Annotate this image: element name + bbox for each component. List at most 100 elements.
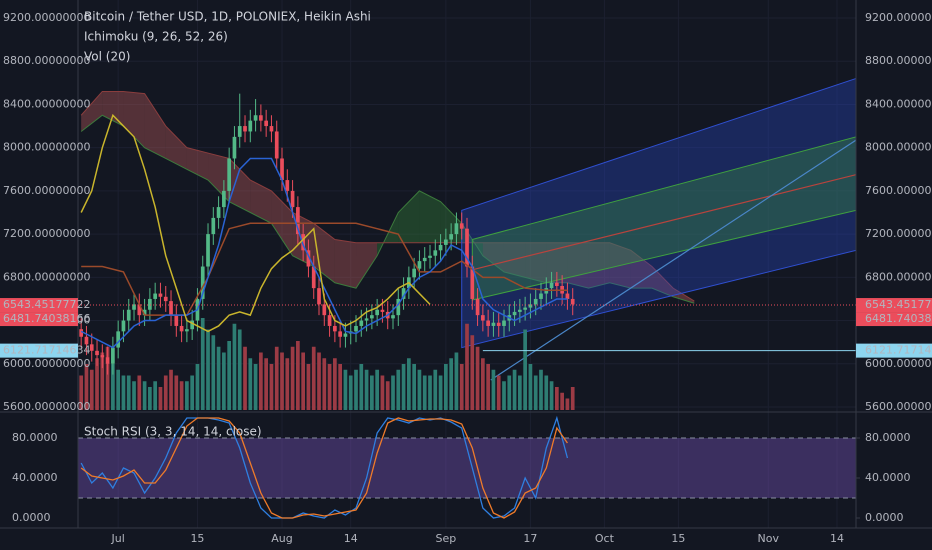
- x-tick-label: 14: [344, 532, 358, 545]
- candle-body: [158, 293, 163, 297]
- candle-body: [317, 288, 321, 305]
- candle-body: [311, 266, 316, 289]
- volume-bar: [153, 381, 158, 410]
- candle-body: [512, 311, 517, 316]
- candle-body: [370, 315, 374, 319]
- volume-bar: [549, 381, 554, 410]
- volume-bar: [333, 358, 337, 410]
- volume-bar: [491, 369, 496, 410]
- candle-body: [243, 126, 247, 132]
- volume-bar: [327, 364, 332, 410]
- volume-bar: [470, 335, 475, 410]
- candle-body: [428, 255, 432, 258]
- volume-bar: [105, 346, 110, 410]
- candle-body: [343, 333, 348, 337]
- candle-body: [433, 250, 438, 256]
- volume-bar: [465, 323, 469, 410]
- span-a: [80, 114, 695, 304]
- y-tick-label: 0.0000: [12, 511, 51, 524]
- cloud-segment: [503, 242, 526, 278]
- candle-body: [227, 158, 232, 191]
- span-b: [80, 90, 695, 302]
- volume-bar: [290, 346, 295, 410]
- candle-body: [95, 350, 99, 356]
- candle-body: [533, 298, 538, 305]
- candle-body: [89, 344, 94, 351]
- price-label: 6543.45177722: [3, 298, 90, 311]
- stoch-line: [80, 415, 569, 519]
- volume-bar: [179, 381, 184, 410]
- volume-bar: [338, 364, 343, 410]
- candle-body: [470, 266, 475, 299]
- y-tick-label: 8400.00000000: [3, 97, 90, 110]
- main-pane: [78, 77, 856, 410]
- volume-bar: [232, 323, 237, 410]
- volume-bar: [126, 375, 131, 410]
- volume-bar: [121, 375, 126, 410]
- volume-bar: [84, 364, 89, 410]
- candle-body: [333, 325, 337, 332]
- volume-bar: [412, 364, 416, 410]
- indicator-label: Vol (20): [84, 50, 130, 64]
- volume-bar: [79, 375, 84, 410]
- candle-body: [174, 315, 179, 326]
- volume-bar: [454, 352, 459, 410]
- candle-body: [111, 347, 115, 364]
- volume-bar: [163, 375, 168, 410]
- candle-body: [417, 261, 422, 269]
- volume-bar: [158, 387, 163, 410]
- stoch-title: Stoch RSI (3, 3, 14, 14, close): [84, 425, 262, 439]
- cloud-segment: [377, 212, 399, 256]
- candle-body: [232, 136, 237, 159]
- volume-bar: [317, 352, 321, 410]
- candle-body: [391, 315, 395, 319]
- candle-body: [185, 329, 189, 332]
- volume-bar: [95, 358, 99, 410]
- candle-body: [259, 115, 263, 121]
- candle-body: [338, 331, 343, 337]
- candle-body: [401, 288, 406, 299]
- volume-bar: [285, 358, 290, 410]
- trend-line: [472, 174, 856, 271]
- volume-bar: [570, 387, 575, 410]
- volume-bar: [533, 375, 538, 410]
- candle-body: [248, 120, 253, 132]
- cloud-segment: [630, 250, 652, 289]
- volume-bar: [444, 364, 448, 410]
- volume-bar: [142, 381, 147, 410]
- volume-bar: [396, 369, 401, 410]
- cloud-segment: [398, 190, 420, 243]
- candle-body: [148, 298, 152, 310]
- cloud-segment: [186, 147, 209, 181]
- y-tick-label: 80.0000: [865, 431, 911, 444]
- candle-body: [412, 268, 416, 278]
- volume-bar: [555, 387, 559, 410]
- candle-body: [502, 320, 506, 326]
- chart-title: Bitcoin / Tether USD, 1D, POLONIEX, Heik…: [84, 10, 371, 24]
- cloud-segment: [144, 93, 166, 159]
- candle-body: [116, 331, 121, 348]
- volume-bar: [100, 352, 105, 410]
- candle-body: [491, 322, 496, 326]
- volume-bar: [422, 375, 427, 410]
- volume-bar: [322, 358, 327, 410]
- cloud-segment: [229, 158, 251, 213]
- volume-bar: [296, 341, 300, 410]
- candle-body: [380, 309, 385, 312]
- candle-body: [523, 307, 527, 310]
- volume-bar: [253, 364, 258, 410]
- candle-body: [444, 239, 448, 245]
- volume-bar: [274, 346, 279, 410]
- candle-body: [570, 298, 575, 305]
- y-tick-label: 7600.00000000: [3, 184, 90, 197]
- volume-bar: [301, 352, 306, 410]
- y-tick-label: 6000.00000000: [3, 357, 90, 370]
- volume-bar: [248, 358, 253, 410]
- volume-bar: [354, 369, 358, 410]
- volume-bar: [364, 369, 369, 410]
- volume-bar: [375, 369, 379, 410]
- volume-bar: [385, 381, 390, 410]
- volume-bar: [370, 375, 374, 410]
- candle-body: [274, 131, 279, 159]
